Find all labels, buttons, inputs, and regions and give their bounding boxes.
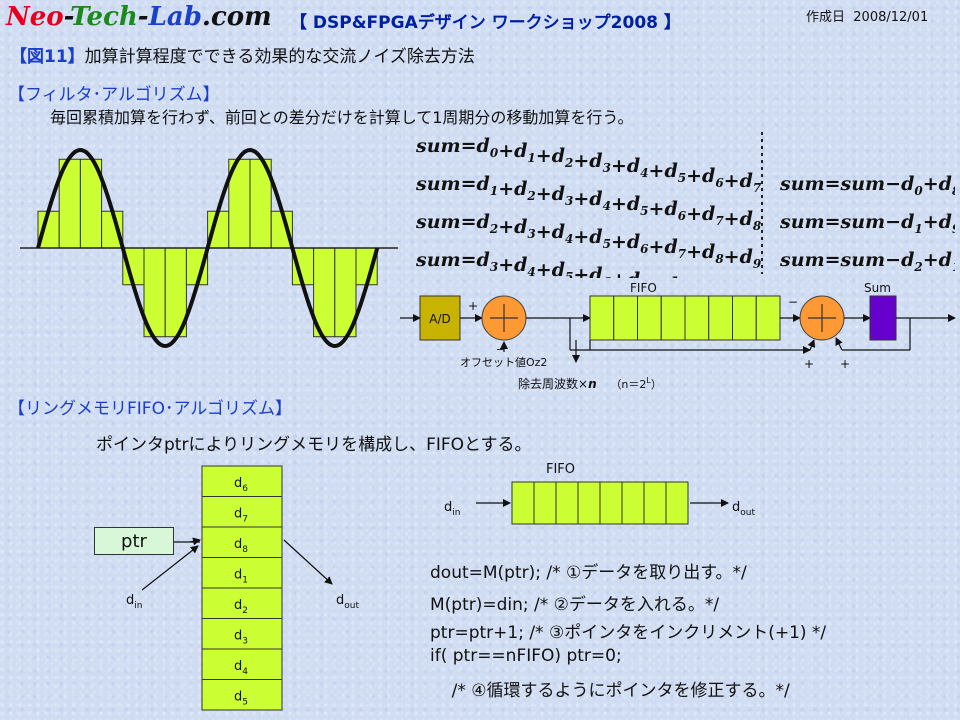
equation-right: sum=sum−d2+d10 — [779, 249, 955, 274]
ptr-box: ptr — [94, 527, 174, 555]
sine-curve — [36, 147, 380, 349]
memory-cells: d6 d7 d8 d1 d2 d3 d4 d5 — [201, 465, 283, 711]
fifo2-din: din — [444, 500, 460, 518]
equation-left: sum=d2+d3+d4+d5+d6+d7+d8+d9 — [415, 211, 762, 271]
fifo2-cell — [577, 481, 601, 525]
adder1-minus: − — [496, 343, 505, 356]
memory-cell-label: d4 — [234, 659, 248, 677]
fifo2-cells — [511, 481, 689, 525]
fifo-cell — [684, 295, 710, 341]
equation-left: sum=d0+d1+d2+d3+d4+d5+d6+d7 — [415, 135, 762, 195]
adder2-plus-left: + — [804, 357, 814, 371]
equation-left: sum=d3+d4+d5+d6+d7+d8+d9+d10 — [415, 249, 770, 278]
block-diagram: A/D + − オフセット値Oz2 FIFO − Sum + + 除去周波数×n… — [400, 281, 956, 391]
fifo-cell — [732, 295, 757, 341]
fifo-cell — [613, 295, 638, 341]
brand-logo: Neo-Tech-Lab.com — [6, 2, 272, 32]
fifo2-cell — [599, 481, 623, 525]
equation-right: sum=sum−d1+d9 — [779, 211, 955, 236]
figure-title: 【図11】加算計算程度でできる効果的な交流ノイズ除去方法 — [10, 47, 475, 67]
fifo-register — [589, 295, 781, 341]
memory-cell-label: d3 — [234, 629, 248, 647]
adder2-plus-right: + — [840, 357, 850, 371]
memory-cell — [201, 557, 283, 589]
fifo2-cell — [533, 481, 557, 525]
adder2-minus: − — [788, 295, 798, 309]
fifo2-cell — [555, 481, 579, 525]
fifo-cell — [755, 295, 781, 341]
memory-cell-label: d7 — [234, 507, 248, 525]
equations-right: sum=sum−d0+d8 sum=sum−d1+d9 sum=sum−d2+d10 — [779, 173, 955, 274]
memory-cell — [201, 648, 283, 680]
fifo2-cell — [621, 481, 645, 525]
fifo-cell — [589, 295, 615, 341]
memory-cell-label: d8 — [234, 537, 248, 555]
code-line-4: if( ptr==nFIFO) ptr=0; — [430, 646, 622, 666]
fifo-cell — [708, 295, 733, 341]
fifo2-cell — [665, 481, 689, 525]
fifo2-label: FIFO — [546, 462, 575, 477]
memory-cell-label: d2 — [234, 598, 248, 616]
fifo2-dout: dout — [732, 500, 755, 518]
filter-section-heading: 【フィルタ･アルゴリズム】 — [8, 85, 220, 105]
ad-label: A/D — [429, 312, 451, 326]
memory-cell-label: d1 — [234, 568, 248, 586]
din-label: din — [126, 593, 142, 611]
equations-left: sum=d0+d1+d2+d3+d4+d5+d6+d7sum=d1+d2+d3+… — [415, 135, 770, 278]
sample-bars — [37, 158, 378, 338]
fifo-cell — [660, 295, 686, 341]
fifo-label: FIFO — [630, 281, 657, 295]
memory-cell-label: d6 — [234, 476, 248, 494]
memory-cell — [201, 618, 283, 650]
equation-left: sum=d1+d2+d3+d4+d5+d6+d7+d8 — [415, 173, 762, 233]
fifo2-cell — [511, 481, 535, 525]
sine-bar-diagram — [20, 147, 398, 349]
code-line-3: ptr=ptr+1; /* ③ポインタをインクリメント(+1) */ — [430, 623, 827, 643]
ring-section-heading: 【リングメモリFIFO･アルゴリズム】 — [8, 399, 292, 419]
code-line-1: dout=M(ptr); /* ①データを取り出す。*/ — [430, 563, 747, 583]
ring-description: ポインタptrによりリングメモリを構成し、FIFOとする。 — [96, 435, 532, 455]
fifo-diagram: FIFO din dout — [444, 462, 755, 525]
memory-cell — [201, 587, 283, 619]
ad-block — [419, 295, 461, 341]
fifo-cell — [637, 295, 662, 341]
workshop-title: 【 DSP&FPGAデザイン ワークショップ2008 】 — [290, 13, 681, 33]
equation-right: sum=sum−d0+d8 — [779, 173, 955, 198]
fifo2-cell — [643, 481, 667, 525]
code-line-2: M(ptr)=din; /* ②データを入れる。*/ — [430, 595, 720, 615]
freq-label: 除去周波数×n （n＝2L） — [518, 376, 662, 391]
memory-cell — [201, 679, 283, 711]
code-line-5: /* ④循環するようにポインタを修正する。*/ — [430, 681, 790, 701]
dout-label: dout — [336, 593, 359, 611]
sum-label: Sum — [864, 281, 891, 295]
created-date: 作成日 2008/12/01 — [806, 10, 929, 25]
equations: sum=d0+d1+d2+d3+d4+d5+d6+d7sum=d1+d2+d3+… — [415, 132, 955, 278]
filter-description: 毎回累積加算を行わず、前回との差分だけを計算して1周期分の移動加算を行う。 — [50, 108, 634, 127]
memory-cell-label: d5 — [234, 690, 248, 708]
memory-cell — [201, 465, 283, 497]
sum-block — [869, 295, 897, 341]
adder1-plus: + — [468, 299, 478, 313]
ring-memory-diagram: d6 d7 d8 d1 d2 d3 d4 d5 din dout — [126, 465, 359, 711]
offset-label: オフセット値Oz2 — [460, 356, 547, 369]
